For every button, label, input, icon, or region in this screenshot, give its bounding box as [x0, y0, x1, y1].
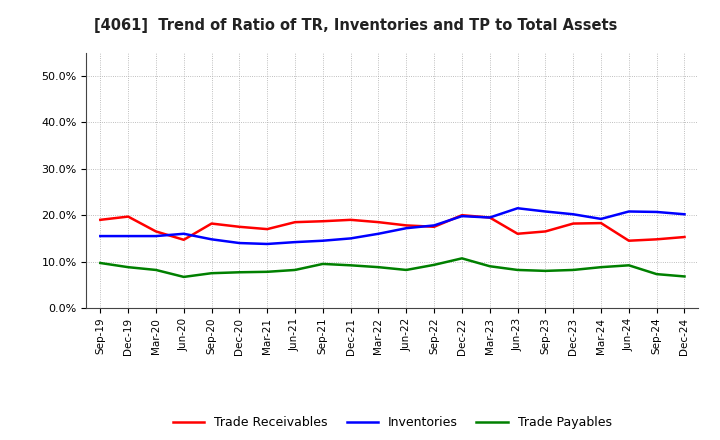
Legend: Trade Receivables, Inventories, Trade Payables: Trade Receivables, Inventories, Trade Pa… — [168, 411, 617, 434]
Trade Receivables — [541, 229, 550, 234]
Trade Payables — [541, 268, 550, 274]
Inventories — [152, 234, 161, 239]
Inventories — [680, 212, 689, 217]
Line: Trade Payables: Trade Payables — [100, 258, 685, 277]
Trade Receivables — [597, 220, 606, 226]
Inventories — [597, 216, 606, 222]
Trade Receivables — [235, 224, 243, 229]
Trade Payables — [235, 270, 243, 275]
Inventories — [624, 209, 633, 214]
Trade Payables — [402, 268, 410, 273]
Trade Receivables — [430, 224, 438, 229]
Trade Receivables — [96, 217, 104, 223]
Trade Receivables — [124, 214, 132, 219]
Trade Receivables — [318, 219, 327, 224]
Inventories — [346, 236, 355, 241]
Trade Receivables — [374, 220, 383, 225]
Line: Trade Receivables: Trade Receivables — [100, 215, 685, 241]
Trade Receivables — [485, 215, 494, 220]
Inventories — [291, 239, 300, 245]
Inventories — [430, 223, 438, 228]
Trade Payables — [374, 264, 383, 270]
Trade Receivables — [402, 223, 410, 228]
Inventories — [652, 209, 661, 215]
Inventories — [263, 241, 271, 246]
Inventories — [569, 212, 577, 217]
Trade Receivables — [624, 238, 633, 243]
Trade Payables — [485, 264, 494, 269]
Inventories — [207, 237, 216, 242]
Inventories — [235, 240, 243, 246]
Inventories — [541, 209, 550, 214]
Trade Payables — [346, 263, 355, 268]
Trade Payables — [179, 274, 188, 279]
Inventories — [374, 231, 383, 236]
Trade Payables — [430, 262, 438, 268]
Trade Payables — [513, 268, 522, 273]
Trade Receivables — [152, 229, 161, 234]
Trade Receivables — [346, 217, 355, 223]
Trade Payables — [624, 263, 633, 268]
Trade Receivables — [513, 231, 522, 236]
Trade Receivables — [652, 237, 661, 242]
Line: Inventories: Inventories — [100, 208, 685, 244]
Trade Receivables — [458, 213, 467, 218]
Trade Payables — [152, 268, 161, 273]
Trade Payables — [291, 268, 300, 273]
Trade Receivables — [680, 235, 689, 240]
Trade Payables — [680, 274, 689, 279]
Inventories — [513, 205, 522, 211]
Trade Payables — [124, 264, 132, 270]
Trade Payables — [597, 264, 606, 270]
Trade Payables — [263, 269, 271, 275]
Trade Payables — [207, 271, 216, 276]
Trade Receivables — [179, 237, 188, 242]
Inventories — [485, 215, 494, 220]
Inventories — [402, 226, 410, 231]
Trade Receivables — [207, 221, 216, 226]
Trade Payables — [652, 271, 661, 277]
Trade Payables — [569, 268, 577, 273]
Text: [4061]  Trend of Ratio of TR, Inventories and TP to Total Assets: [4061] Trend of Ratio of TR, Inventories… — [94, 18, 617, 33]
Trade Receivables — [569, 221, 577, 226]
Inventories — [124, 234, 132, 239]
Inventories — [318, 238, 327, 243]
Trade Receivables — [263, 227, 271, 232]
Trade Payables — [458, 256, 467, 261]
Trade Payables — [96, 260, 104, 266]
Trade Receivables — [291, 220, 300, 225]
Inventories — [458, 213, 467, 219]
Inventories — [96, 234, 104, 239]
Trade Payables — [318, 261, 327, 267]
Inventories — [179, 231, 188, 236]
